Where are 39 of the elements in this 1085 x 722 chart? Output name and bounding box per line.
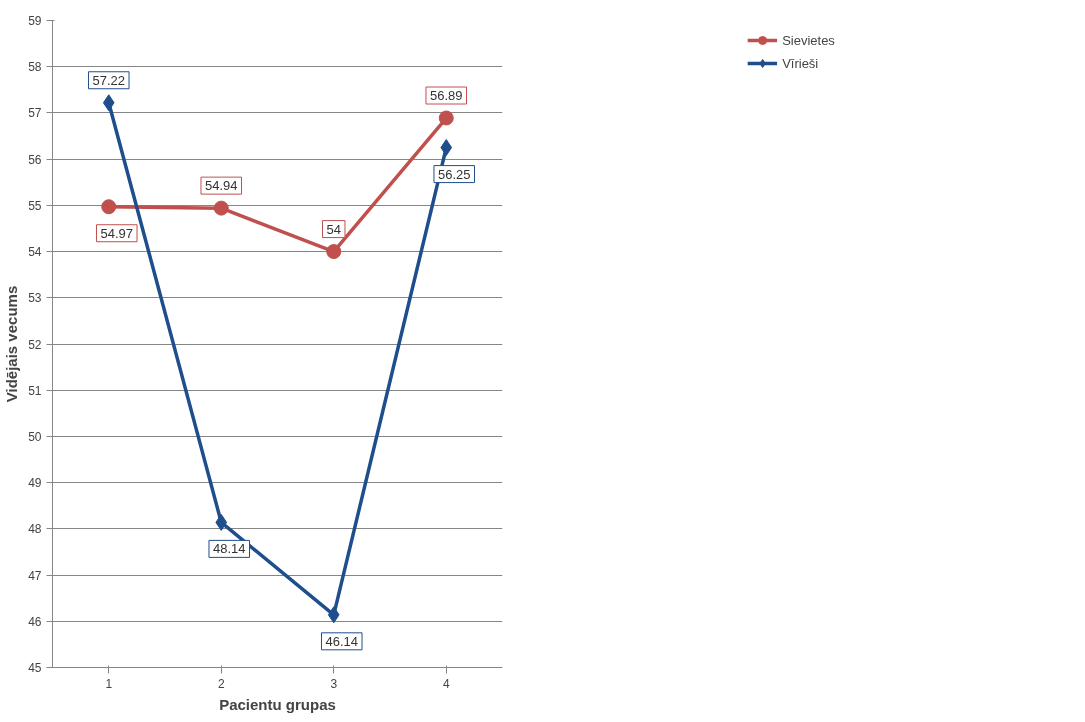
point [215,513,228,531]
y-tick-label: 54 [28,245,42,260]
y-tick-label: 53 [28,291,42,306]
x-tick-label: 1 [105,676,113,691]
point [102,94,115,112]
data-label: 54.94 [204,178,238,194]
point [327,606,340,624]
x-axis-title: Pacientu grupas [219,695,336,713]
y-tick-label: 47 [28,568,42,583]
data-label: 56.25 [437,166,471,182]
y-tick-label: 56 [28,152,42,167]
point [326,244,342,260]
y-tick-label: 57 [28,106,42,121]
data-label: 46.14 [325,633,359,649]
y-axis-title: Vidējais vecums [3,285,21,403]
y-tick-label: 49 [28,476,42,491]
y-tick-label: 55 [28,198,42,213]
y-tick-label: 52 [28,337,42,352]
data-label: 48.14 [212,541,246,557]
point [213,200,229,216]
data-label: 54.97 [100,225,134,241]
point [101,199,117,215]
legend-label: Sievietes [782,32,835,48]
y-tick-label: 59 [28,14,42,28]
legend-label: Vīrieši [782,55,819,71]
y-tick-label: 51 [28,383,42,398]
y-tick-label: 46 [28,614,42,629]
x-tick-label: 2 [217,676,225,691]
y-tick-label: 58 [28,60,42,75]
y-tick-label: 50 [28,429,42,444]
y-tick-label: 48 [28,522,42,537]
data-label: 54 [326,221,341,237]
data-label: 57.22 [92,72,126,88]
point [438,110,454,126]
x-tick-label: 3 [330,676,338,691]
data-label: 56.89 [429,88,463,104]
x-tick-label: 4 [442,676,450,691]
y-tick-label: 45 [28,661,42,675]
point [440,139,453,157]
